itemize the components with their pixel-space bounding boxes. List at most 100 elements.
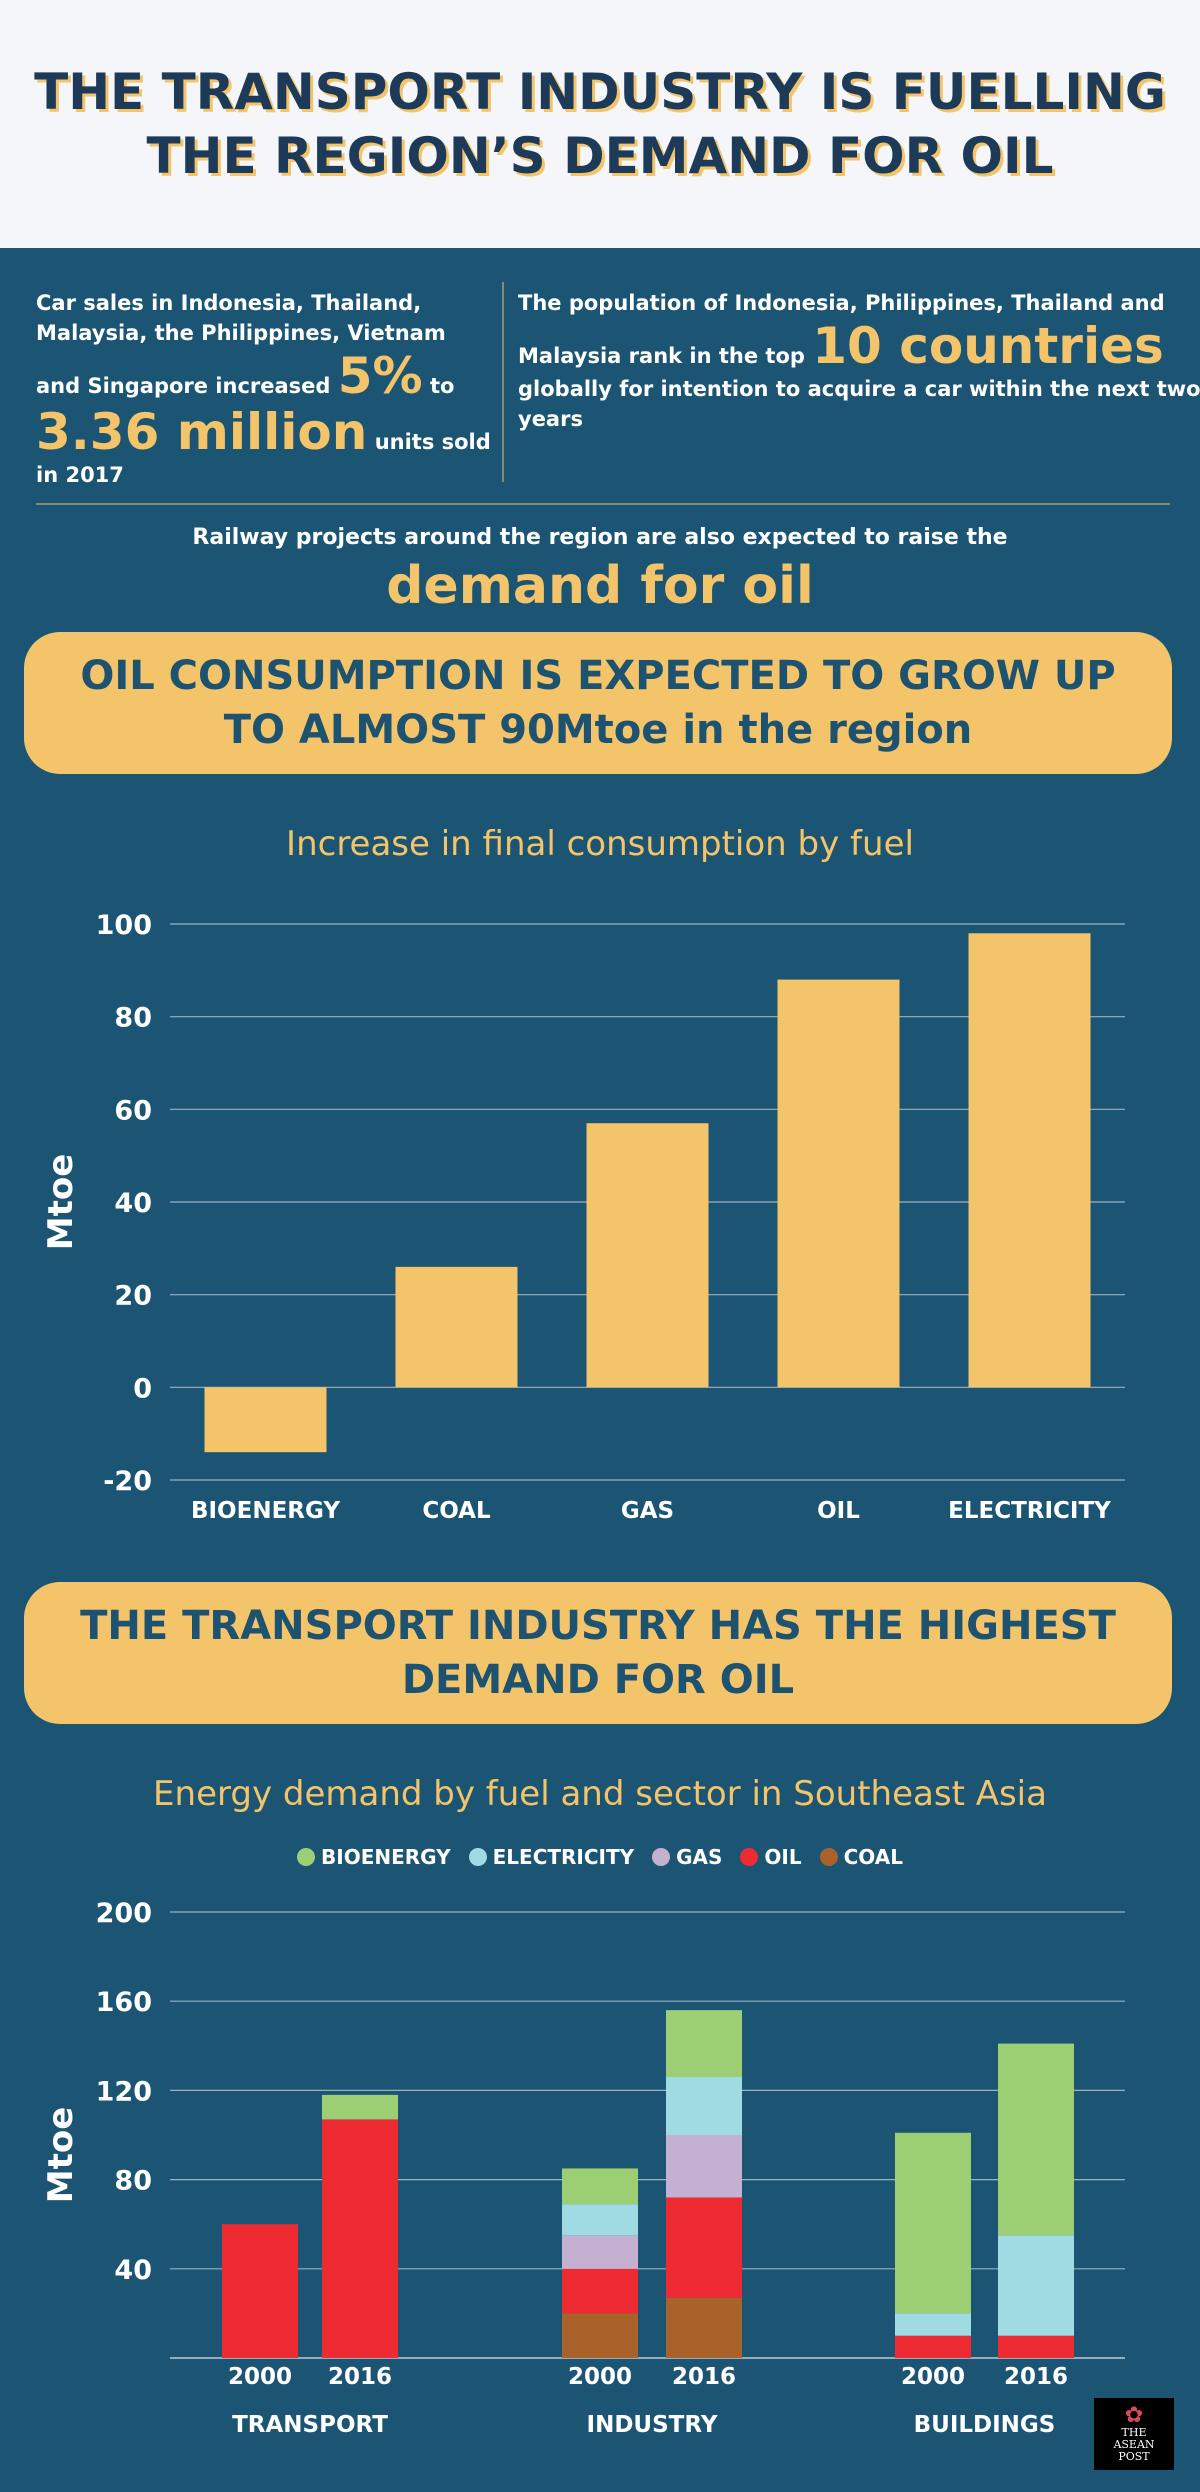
legend-dot-gas <box>652 1848 671 1866</box>
legend-label-gas: GAS <box>676 1845 723 1869</box>
legend-item-bioenergy: BIOENERGY <box>297 1845 451 1869</box>
y-tick-label: 80 <box>114 1003 152 1034</box>
car-intention-text2: globally for intention to acquire a car … <box>518 377 1200 431</box>
car-intention-text: The population of Indonesia, Philippines… <box>518 291 1165 368</box>
oil-consumption-banner: OIL CONSUMPTION IS EXPECTED TO GROW UP T… <box>24 632 1172 774</box>
y-tick-label: 40 <box>114 1188 152 1219</box>
bar-segment-oil <box>998 2335 1074 2358</box>
y-tick-label: 120 <box>96 2076 152 2107</box>
bar-segment-gas <box>562 2235 638 2269</box>
legend-label-oil: OIL <box>764 1845 802 1869</box>
legend-item-electricity: ELECTRICITY <box>468 1845 635 1869</box>
sector-demand-chart: 40 80 120 160 200 Mtoe 2000 2016 2000 2016 2000 201… <box>41 1898 1125 2438</box>
y-axis-label: Mtoe <box>41 2107 81 2204</box>
legend-dot-electricity <box>468 1848 487 1866</box>
car-sales-year: units sold in 2017 <box>36 430 491 487</box>
legend-dot-oil <box>740 1848 759 1866</box>
y-axis-label: Mtoe <box>41 1154 81 1251</box>
sector-label-industry: INDUSTRY <box>587 2412 718 2438</box>
y-tick-label: 20 <box>114 1281 152 1312</box>
banner1-line1: OIL CONSUMPTION IS EXPECTED TO GROW UP <box>80 653 1116 699</box>
y-tick-label: 200 <box>96 1898 152 1929</box>
transport-demand-banner: THE TRANSPORT INDUSTRY HAS THE HIGHEST D… <box>24 1582 1172 1724</box>
chart2-title: Energy demand by fuel and sector in Sout… <box>153 1774 1047 1814</box>
legend-label-bioenergy: BIOENERGY <box>321 1845 451 1869</box>
bar-segment-bioenergy <box>998 2043 1074 2236</box>
bar-bioenergy <box>204 1387 327 1453</box>
y-tick-label: 40 <box>114 2255 152 2286</box>
year-label: 2000 <box>568 2364 632 2390</box>
bar-segment-gas <box>666 2135 742 2198</box>
bar-segment-electricity <box>998 2235 1074 2336</box>
bar-segment-electricity <box>895 2313 971 2336</box>
car-sales-text: Car sales in Indonesia, Thailand, Malays… <box>36 291 446 398</box>
header: THE TRANSPORT INDUSTRY IS FUELLING THE R… <box>0 0 1200 248</box>
x-tick-label: BIOENERGY <box>191 1498 340 1524</box>
stats-divider <box>502 282 504 482</box>
bar-segment-bioenergy <box>562 2168 638 2205</box>
bar-oil <box>777 979 900 1388</box>
bar-coal <box>395 1266 518 1388</box>
chart1-title: Increase in final consumption by fuel <box>286 824 914 864</box>
year-label: 2016 <box>328 2364 392 2390</box>
bar-segment-bioenergy <box>666 2010 742 2078</box>
y-tick-label: 0 <box>133 1373 152 1404</box>
asean-post-logo: ✿ THE ASEAN POST <box>1094 2398 1174 2470</box>
bar-segment-oil <box>666 2197 742 2298</box>
legend-label-electricity: ELECTRICITY <box>492 1845 635 1869</box>
sector-label-transport: TRANSPORT <box>232 2412 388 2438</box>
x-tick-label: COAL <box>422 1498 491 1524</box>
x-tick-label: GAS <box>621 1498 674 1524</box>
banner2-line1: THE TRANSPORT INDUSTRY HAS THE HIGHEST <box>80 1603 1116 1649</box>
car-intention-stat: The population of Indonesia, Philippines… <box>518 288 1200 434</box>
year-label: 2000 <box>228 2364 292 2390</box>
logo-line3: POST <box>1118 2450 1150 2463</box>
stats-section: Car sales in Indonesia, Thailand, Malays… <box>36 282 1200 487</box>
year-label: 2016 <box>672 2364 736 2390</box>
legend-dot-coal <box>819 1848 838 1866</box>
car-sales-to: to <box>429 374 455 398</box>
x-tick-label: ELECTRICITY <box>948 1498 1111 1524</box>
x-tick-label: OIL <box>817 1498 860 1524</box>
y-tick-label: 100 <box>96 910 152 941</box>
bar-segment-coal <box>666 2297 742 2358</box>
year-label: 2016 <box>1004 2364 1068 2390</box>
legend-item-coal: COAL <box>819 1845 903 1869</box>
bar-segment-oil <box>895 2335 971 2358</box>
legend-item-oil: OIL <box>740 1845 802 1869</box>
logo-line1: THE <box>1121 2426 1147 2439</box>
section-divider <box>36 503 1170 505</box>
bar-segment-oil <box>322 2119 398 2358</box>
year-label: 2000 <box>901 2364 965 2390</box>
chart2-legend: BIOENERGY ELECTRICITY GAS OIL COAL <box>0 1845 1200 1869</box>
y-tick-label: 80 <box>114 2166 152 2197</box>
banner2-line2: DEMAND FOR OIL <box>401 1657 795 1703</box>
page-title-line1: THE TRANSPORT INDUSTRY IS FUELLING <box>34 63 1166 121</box>
bar-segment-bioenergy <box>322 2094 398 2120</box>
railway-note: Railway projects around the region are a… <box>0 522 1200 618</box>
y-tick-label: -20 <box>103 1466 152 1497</box>
sector-label-buildings: BUILDINGS <box>914 2412 1056 2438</box>
legend-item-gas: GAS <box>652 1845 722 1869</box>
page-title-line2: THE REGION’S DEMAND FOR OIL <box>146 127 1054 185</box>
banner1-line2: TO ALMOST 90Mtoe in the region <box>223 707 973 753</box>
bar-segment-electricity <box>666 2077 742 2135</box>
y-tick-label: 60 <box>114 1095 152 1126</box>
legend-label-coal: COAL <box>843 1845 903 1869</box>
car-intention-rank: 10 countries <box>812 317 1164 375</box>
bar-electricity <box>968 933 1091 1388</box>
bar-gas <box>586 1123 709 1388</box>
y-tick-label: 160 <box>96 1987 152 2018</box>
car-sales-units: 3.36 million <box>36 403 368 461</box>
railway-highlight: demand for oil <box>386 556 814 616</box>
bar-segment-bioenergy <box>895 2132 971 2314</box>
car-sales-percent: 5% <box>337 347 423 405</box>
railway-text: Railway projects around the region are a… <box>192 525 1008 550</box>
bar-segment-oil <box>562 2268 638 2314</box>
fuel-consumption-chart: -20 0 20 40 60 80 100 Mtoe BIOENERGY COAL GAS OIL EL… <box>41 910 1125 1524</box>
bird-icon: ✿ <box>1124 2403 1144 2428</box>
bar-segment-oil <box>222 2224 298 2358</box>
logo-line2: ASEAN <box>1113 2438 1155 2451</box>
car-sales-stat: Car sales in Indonesia, Thailand, Malays… <box>36 288 496 490</box>
bar-segment-electricity <box>562 2204 638 2236</box>
